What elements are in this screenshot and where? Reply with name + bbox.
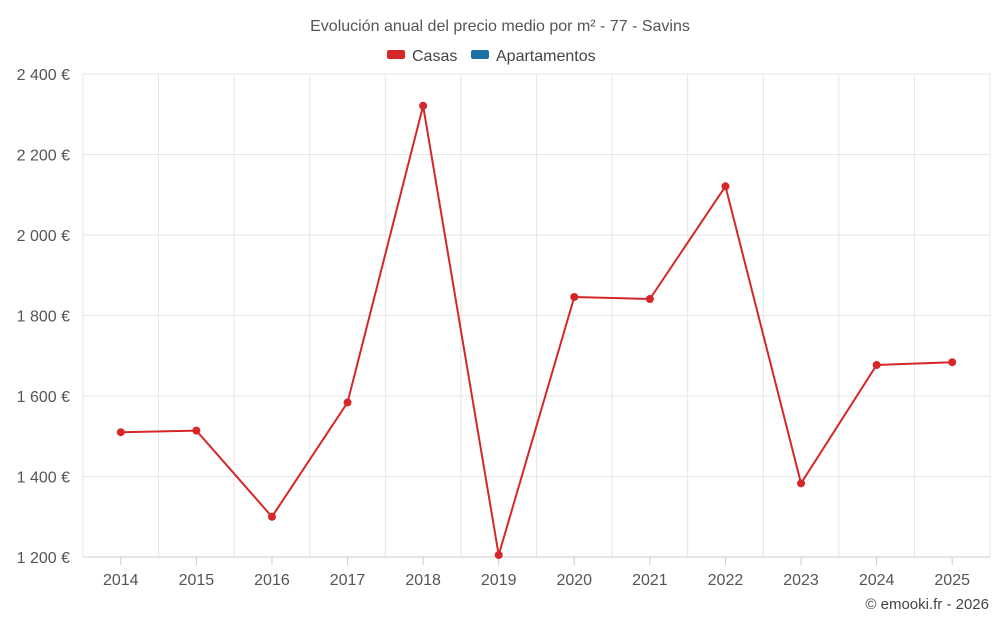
legend: Casas Apartamentos xyxy=(387,48,596,65)
data-point[interactable] xyxy=(948,358,957,367)
legend-swatch-apartamentos xyxy=(471,50,489,59)
y-tick-label: 1 400 € xyxy=(17,470,70,487)
axes: 1 200 € 1 400 € 1 600 € 1 800 € 2 000 € 2 200… xyxy=(17,67,990,589)
x-tick-label: 2022 xyxy=(708,572,744,589)
chart-title: Evolución anual del precio medio por m² … xyxy=(310,18,690,35)
data-point[interactable] xyxy=(267,512,276,521)
data-point[interactable] xyxy=(872,361,881,370)
series-layer xyxy=(116,101,957,559)
credit-text: © emooki.fr - 2026 xyxy=(865,596,989,613)
x-tick-label: 2019 xyxy=(481,572,517,589)
data-point[interactable] xyxy=(494,550,503,559)
x-tick-label: 2016 xyxy=(254,572,290,589)
x-tick-label: 2017 xyxy=(330,572,366,589)
y-tick-label: 2 000 € xyxy=(17,228,70,245)
x-tick-label: 2014 xyxy=(103,572,139,589)
legend-swatch-casas xyxy=(387,50,405,59)
data-point[interactable] xyxy=(192,426,201,435)
y-tick-label: 2 200 € xyxy=(17,148,70,165)
data-point[interactable] xyxy=(797,479,806,488)
legend-label-casas: Casas xyxy=(412,48,457,65)
x-tick-label: 2025 xyxy=(934,572,970,589)
data-point[interactable] xyxy=(116,428,125,437)
y-tick-label: 2 400 € xyxy=(17,67,70,84)
x-tick-label: 2024 xyxy=(859,572,895,589)
legend-label-apartamentos: Apartamentos xyxy=(496,48,596,65)
y-tick-label: 1 800 € xyxy=(17,309,70,326)
data-point[interactable] xyxy=(721,182,730,191)
legend-item-casas[interactable]: Casas xyxy=(387,48,457,65)
x-tick-label: 2020 xyxy=(556,572,592,589)
y-tick-label: 1 200 € xyxy=(17,550,70,567)
x-tick-label: 2015 xyxy=(179,572,215,589)
x-tick-label: 2018 xyxy=(405,572,441,589)
y-tick-label: 1 600 € xyxy=(17,389,70,406)
data-point[interactable] xyxy=(419,101,428,110)
data-point[interactable] xyxy=(645,294,654,303)
grid xyxy=(82,73,991,557)
x-tick-label: 2023 xyxy=(783,572,819,589)
legend-item-apartamentos[interactable]: Apartamentos xyxy=(471,48,596,65)
data-point[interactable] xyxy=(343,398,352,407)
x-tick-label: 2021 xyxy=(632,572,668,589)
series-line-casas xyxy=(120,104,953,556)
data-point[interactable] xyxy=(570,292,579,301)
